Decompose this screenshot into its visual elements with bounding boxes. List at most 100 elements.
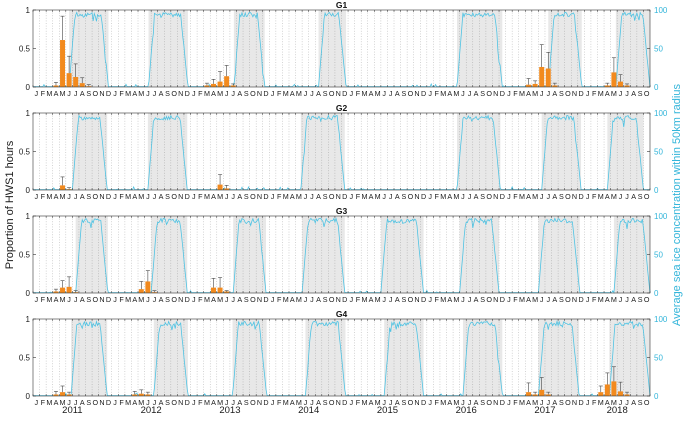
month-label: D	[578, 89, 583, 98]
month-label: J	[310, 398, 314, 407]
month-label: D	[106, 89, 111, 98]
month-label: J	[350, 398, 354, 407]
month-label: J	[74, 89, 78, 98]
month-label: J	[34, 295, 38, 304]
month-label: S	[86, 398, 91, 407]
left-tick-label: 0	[26, 83, 31, 92]
left-axis-label: Proportion of HWS1 hours	[4, 140, 16, 269]
month-label: D	[500, 192, 505, 201]
month-label: M	[440, 295, 446, 304]
bar-g1-m78	[545, 68, 551, 87]
month-label: N	[572, 89, 577, 98]
month-label: A	[369, 295, 374, 304]
month-label: M	[283, 398, 289, 407]
month-label: S	[559, 192, 564, 201]
month-label: J	[231, 295, 235, 304]
month-label: N	[336, 89, 341, 98]
sea-ice-line-g2	[33, 114, 650, 191]
month-label: S	[86, 295, 91, 304]
month-label: F	[198, 89, 203, 98]
month-label: D	[263, 295, 268, 304]
month-label: A	[54, 295, 59, 304]
month-label: J	[225, 192, 229, 201]
month-label: F	[513, 192, 518, 201]
month-label: N	[493, 192, 498, 201]
month-label: D	[500, 89, 505, 98]
month-label: M	[375, 398, 381, 407]
month-label: F	[277, 89, 282, 98]
month-label: S	[638, 192, 643, 201]
month-label: M	[519, 192, 525, 201]
month-label: A	[552, 295, 557, 304]
month-label: J	[231, 89, 235, 98]
month-label: M	[296, 192, 302, 201]
year-label: 2014	[298, 405, 319, 416]
month-label: O	[171, 398, 177, 407]
month-label: A	[605, 295, 610, 304]
bar-g2-m28	[217, 184, 223, 190]
month-label: M	[361, 398, 367, 407]
month-label: O	[486, 398, 492, 407]
sea-ice-line-g4	[33, 319, 651, 397]
month-label: M	[532, 398, 538, 407]
month-label: J	[428, 192, 432, 201]
month-label: O	[171, 192, 177, 201]
month-label: M	[46, 89, 52, 98]
month-label: S	[165, 192, 170, 201]
month-label: O	[329, 192, 335, 201]
month-label: N	[178, 192, 183, 201]
month-label: A	[369, 398, 374, 407]
month-label: A	[316, 192, 321, 201]
month-label: A	[290, 295, 295, 304]
right-tick-label: 0	[654, 392, 659, 401]
month-label: N	[99, 192, 104, 201]
month-label: F	[356, 295, 361, 304]
month-label: S	[244, 89, 249, 98]
month-label: M	[453, 89, 459, 98]
month-label: A	[290, 192, 295, 201]
month-label: J	[192, 89, 196, 98]
month-label: N	[99, 295, 104, 304]
month-label: M	[532, 89, 538, 98]
month-label: M	[125, 295, 131, 304]
month-label: S	[401, 89, 406, 98]
month-label: A	[237, 192, 242, 201]
month-label: O	[250, 295, 256, 304]
bar-g4-m89	[617, 391, 623, 396]
month-label: J	[389, 192, 393, 201]
month-label: M	[125, 89, 131, 98]
month-label: M	[375, 89, 381, 98]
month-label: N	[493, 398, 498, 407]
month-label: N	[178, 295, 183, 304]
month-label: A	[447, 89, 452, 98]
month-label: J	[625, 89, 629, 98]
bar-g4-m88	[611, 381, 617, 396]
month-label: J	[546, 89, 550, 98]
month-label: S	[323, 295, 328, 304]
month-label: O	[93, 398, 99, 407]
sea-ice-line-g3	[33, 217, 651, 294]
month-label: M	[598, 295, 604, 304]
bar-g4-m75	[526, 392, 532, 396]
month-label: O	[250, 89, 256, 98]
ice-shade-2	[233, 10, 265, 87]
month-label: M	[283, 89, 289, 98]
month-label: S	[559, 295, 564, 304]
ice-shade-7	[613, 216, 650, 293]
month-label: N	[414, 192, 419, 201]
month-label: D	[185, 295, 190, 304]
month-label: J	[225, 398, 229, 407]
ice-shade-0	[69, 10, 109, 87]
month-label: O	[644, 295, 650, 304]
month-label: O	[644, 192, 650, 201]
month-label: A	[395, 89, 400, 98]
month-label: N	[257, 192, 262, 201]
bar-g3-m16	[138, 289, 144, 293]
month-label: D	[342, 89, 347, 98]
month-label: J	[389, 398, 393, 407]
month-label: A	[80, 192, 85, 201]
bar-g1-m27	[211, 83, 216, 87]
month-label: S	[165, 89, 170, 98]
month-label: M	[453, 398, 459, 407]
